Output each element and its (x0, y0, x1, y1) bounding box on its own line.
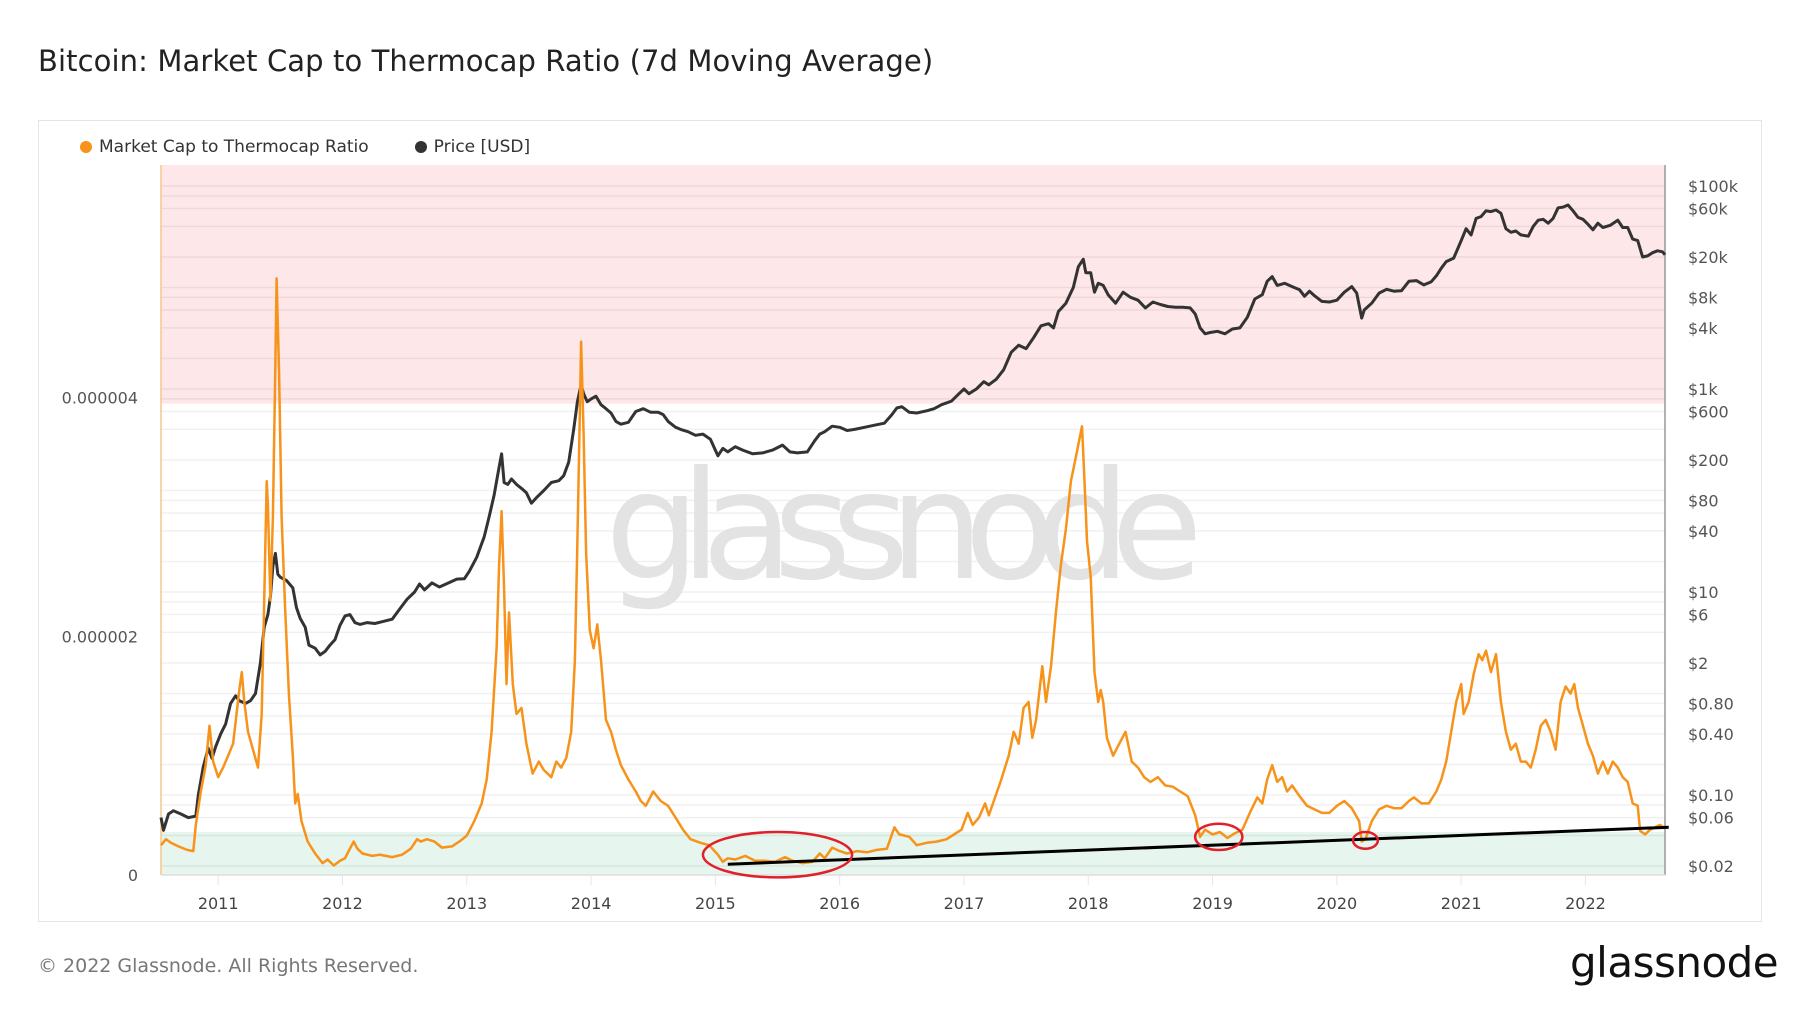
right-tick-label: $600 (1688, 403, 1729, 422)
right-tick-label: $2 (1688, 654, 1708, 673)
x-tick-label: 2018 (1068, 894, 1109, 913)
right-tick-label: $10 (1688, 583, 1719, 602)
glassnode-logo[interactable]: glassnode (1570, 938, 1779, 987)
right-tick-label: $60k (1688, 200, 1729, 219)
x-tick-label: 2019 (1192, 894, 1233, 913)
grid-layer (161, 185, 1665, 867)
x-tick-label: 2016 (819, 894, 860, 913)
x-tick-label: 2012 (322, 894, 363, 913)
x-tick-label: 2011 (198, 894, 239, 913)
right-tick-label: $1k (1688, 380, 1718, 399)
watermark-text: glassnode (605, 440, 1203, 614)
chart-legend: Market Cap to Thermocap Ratio Price [USD… (80, 137, 530, 157)
price-series-line (159, 203, 1667, 832)
right-tick-label: $20k (1688, 248, 1729, 267)
x-tick-label: 2014 (571, 894, 612, 913)
left-tick-label: 0.000002 (62, 627, 138, 646)
left-tick-label: 0 (128, 866, 138, 885)
right-tick-label: $40 (1688, 522, 1719, 541)
right-tick-label: $0.10 (1688, 786, 1734, 805)
x-tick-label: 2013 (446, 894, 487, 913)
annotation-circle (1193, 822, 1244, 852)
right-tick-label: $200 (1688, 451, 1729, 470)
right-tick-label: $100k (1688, 177, 1739, 196)
zone-undervalued (161, 832, 1665, 875)
right-tick-label: $0.40 (1688, 725, 1734, 744)
right-tick-label: $0.80 (1688, 694, 1734, 713)
axes-layer: 2011 2012 2013 2014 2015 2016 2017 2018 2019 2020… (62, 165, 1739, 913)
support-trendline (727, 825, 1669, 866)
x-tick-label: 2015 (695, 894, 736, 913)
ratio-series-line (160, 277, 1666, 867)
right-tick-label: $4k (1688, 319, 1718, 338)
x-tick-label: 2022 (1565, 894, 1606, 913)
legend-dot-ratio-icon (80, 141, 92, 153)
chart-title: Bitcoin: Market Cap to Thermocap Ratio (… (38, 44, 934, 78)
right-tick-label: $0.02 (1688, 857, 1734, 876)
legend-label-price: Price [USD] (433, 137, 531, 157)
right-tick-label: $80 (1688, 491, 1719, 510)
legend-dot-price-icon (414, 141, 427, 153)
ratio-series-layer (160, 277, 1666, 867)
left-tick-label: 0.000004 (62, 389, 138, 408)
right-tick-label: $8k (1688, 288, 1718, 307)
legend-label-ratio: Market Cap to Thermocap Ratio (99, 137, 369, 157)
legend-item-ratio[interactable]: Market Cap to Thermocap Ratio (80, 137, 369, 157)
price-series-layer (159, 203, 1667, 832)
right-tick-label: $6 (1688, 606, 1708, 625)
annotation-circle (701, 830, 854, 879)
zone-overvalued (161, 165, 1665, 404)
zones-layer (161, 165, 1665, 875)
right-tick-label: $0.06 (1688, 809, 1734, 828)
x-tick-label: 2017 (944, 894, 985, 913)
x-tick-label: 2021 (1441, 894, 1482, 913)
annotations-layer (701, 822, 1669, 879)
x-tick-label: 2020 (1316, 894, 1357, 913)
legend-item-price[interactable]: Price [USD] (414, 137, 531, 157)
copyright-footer: © 2022 Glassnode. All Rights Reserved. (38, 955, 419, 977)
annotation-circle (1351, 830, 1380, 850)
